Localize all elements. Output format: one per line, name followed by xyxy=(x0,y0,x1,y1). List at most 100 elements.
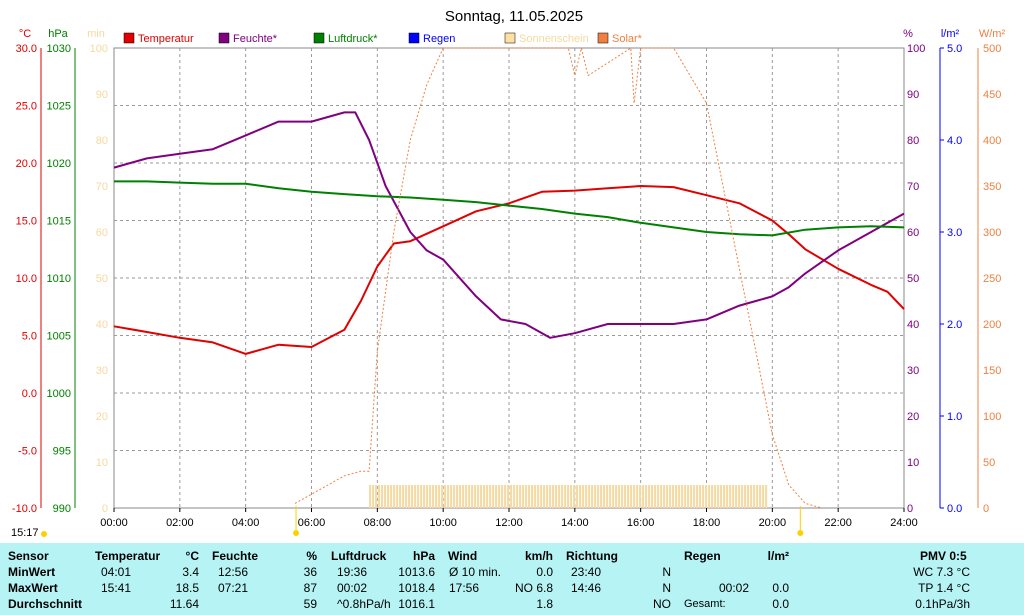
sunshine-bar xyxy=(405,485,408,508)
cell-temp: 3.4 xyxy=(182,565,199,579)
chart-axes: 30.025.020.015.010.05.00.0-5.0-10.010301… xyxy=(12,43,1001,537)
cell-temp: 11.64 xyxy=(169,597,199,611)
y-tick-sunshine: 10 xyxy=(96,457,108,469)
sunshine-bar xyxy=(492,485,495,508)
unit-celsius: °C xyxy=(19,28,31,40)
y-tick-humidity: 70 xyxy=(907,181,919,193)
sunshine-bar xyxy=(459,485,462,508)
cell-label: MaxWert xyxy=(8,581,58,595)
legend-swatch xyxy=(504,32,516,44)
cell-dir: N xyxy=(662,581,671,595)
sunshine-bar xyxy=(375,485,378,508)
legend-swatch xyxy=(408,32,420,44)
sunshine-bar xyxy=(681,485,684,508)
sunshine-bar xyxy=(753,485,756,508)
sunshine-bar xyxy=(591,485,594,508)
sunshine-bar xyxy=(645,485,648,508)
sunshine-bar xyxy=(609,485,612,508)
sunshine-bar xyxy=(501,485,504,508)
sunshine-bar xyxy=(447,485,450,508)
y-tick-humidity: 80 xyxy=(907,135,919,147)
cell-label: Durchschnitt xyxy=(8,597,83,611)
cell-rain: 0.0 xyxy=(772,581,789,595)
sunshine-bar xyxy=(738,485,741,508)
sunshine-bar xyxy=(675,485,678,508)
y-tick-sunshine: 40 xyxy=(96,319,108,331)
sunshine-bar xyxy=(513,485,516,508)
sunshine-bar xyxy=(717,485,720,508)
cell-press-time: 00:02 xyxy=(337,581,368,595)
y-tick-humidity: 0 xyxy=(907,503,913,515)
sunshine-bar xyxy=(444,485,447,508)
y-tick-sunshine: 0 xyxy=(102,503,108,515)
sunshine-bar xyxy=(525,485,528,508)
y-tick-pressure: 990 xyxy=(53,503,71,515)
sunshine-bar xyxy=(552,485,555,508)
sunshine-bar xyxy=(756,485,759,508)
th-temperatur: Temperatur xyxy=(95,549,161,563)
cell-rain: 0.0 xyxy=(772,597,789,611)
y-tick-rain: 5.0 xyxy=(947,43,962,55)
sunshine-bar xyxy=(636,485,639,508)
th-feuchte: Feuchte xyxy=(212,549,259,563)
y-tick-sunshine: 100 xyxy=(90,43,108,55)
sunshine-bar xyxy=(669,485,672,508)
cell-rain-time: Gesamt: xyxy=(684,598,726,610)
y-tick-pressure: 1005 xyxy=(47,331,71,343)
cell-press-time: 19:36 xyxy=(337,565,368,579)
cell-wind-time: Ø 10 min. xyxy=(449,565,502,579)
series-line xyxy=(113,111,905,339)
sunshine-bar xyxy=(654,485,657,508)
y-tick-temp: 30.0 xyxy=(16,43,37,55)
sunshine-bar xyxy=(732,485,735,508)
y-tick-humidity: 50 xyxy=(907,273,919,285)
sunshine-bar xyxy=(666,485,669,508)
cell-hum: 87 xyxy=(303,581,317,595)
cell-hum: 36 xyxy=(303,565,317,579)
y-tick-sunshine: 60 xyxy=(96,227,108,239)
y-tick-pressure: 1000 xyxy=(47,388,71,400)
x-tick-label: 16:00 xyxy=(627,517,655,529)
th-hum-unit: % xyxy=(306,549,317,563)
legend-label: Sonnenschein xyxy=(519,33,589,45)
legend-swatch xyxy=(218,32,230,44)
sunshine-bar xyxy=(594,485,597,508)
sunshine-bar xyxy=(693,485,696,508)
sunshine-bar xyxy=(441,485,444,508)
sunshine-bar xyxy=(372,485,375,508)
sunshine-bar xyxy=(474,485,477,508)
x-tick-label: 18:00 xyxy=(693,517,721,529)
y-tick-temp: 20.0 xyxy=(16,158,37,170)
cell-dir-time: 23:40 xyxy=(571,565,602,579)
sunshine-bar xyxy=(537,485,540,508)
sunshine-bar xyxy=(741,485,744,508)
y-tick-solar: 200 xyxy=(983,319,1001,331)
cell-dir-time: 14:46 xyxy=(571,581,602,595)
sunshine-bar xyxy=(702,485,705,508)
sunshine-bar xyxy=(699,485,702,508)
x-tick-label: 22:00 xyxy=(824,517,852,529)
sunshine-bar xyxy=(690,485,693,508)
y-tick-pressure: 1010 xyxy=(47,273,71,285)
th-regen: Regen xyxy=(684,549,721,563)
sunshine-bar xyxy=(627,485,630,508)
sunshine-bar xyxy=(471,485,474,508)
sunshine-bar xyxy=(723,485,726,508)
y-tick-humidity: 30 xyxy=(907,365,919,377)
cell-wind: 0.0 xyxy=(536,565,553,579)
sunshine-bar xyxy=(462,485,465,508)
x-tick-label: 06:00 xyxy=(298,517,326,529)
sunshine-bar xyxy=(480,485,483,508)
th-temp-unit: °C xyxy=(185,549,199,563)
x-tick-label: 12:00 xyxy=(495,517,523,529)
y-tick-sunshine: 90 xyxy=(96,89,108,101)
sunshine-bar xyxy=(438,485,441,508)
cell-wind-time: 17:56 xyxy=(449,581,480,595)
sunshine-bar xyxy=(411,485,414,508)
sunshine-bar xyxy=(387,485,390,508)
sunshine-bar xyxy=(495,485,498,508)
cell-label: MinWert xyxy=(8,565,56,579)
y-tick-rain: 3.0 xyxy=(947,227,962,239)
y-tick-humidity: 10 xyxy=(907,457,919,469)
sunshine-bar xyxy=(720,485,723,508)
